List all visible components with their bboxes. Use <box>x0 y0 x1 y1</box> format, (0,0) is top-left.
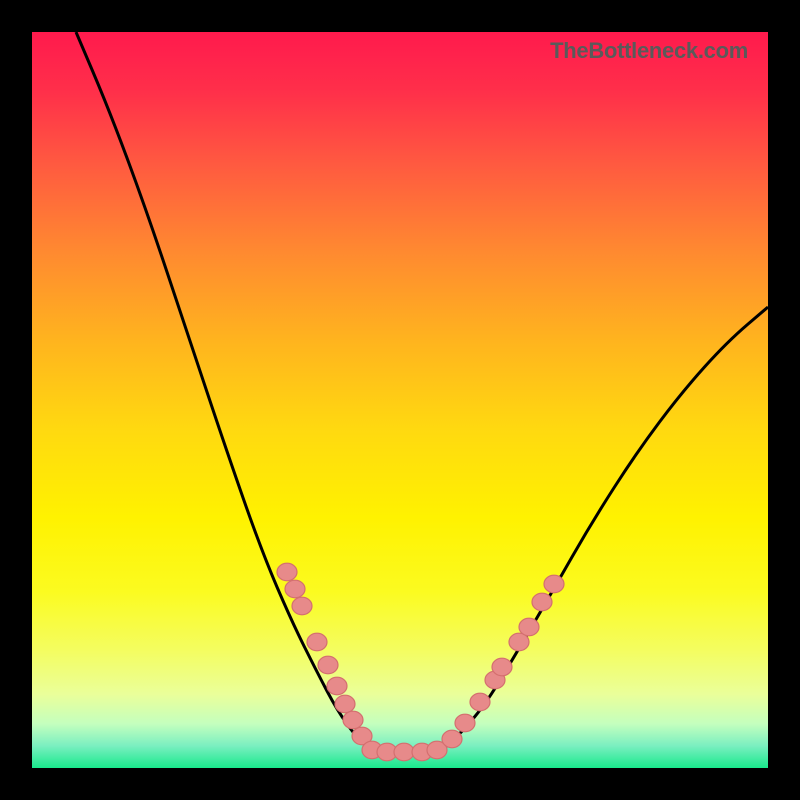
plot-area: TheBottleneck.com <box>32 32 768 768</box>
curve-marker <box>343 711 363 729</box>
watermark-text: TheBottleneck.com <box>550 38 748 64</box>
curve-marker <box>292 597 312 615</box>
curve-marker <box>277 563 297 581</box>
curve-marker <box>307 633 327 651</box>
curve-marker <box>532 593 552 611</box>
curve-marker <box>492 658 512 676</box>
curve-marker <box>470 693 490 711</box>
curve-marker <box>394 743 414 761</box>
chart-frame: TheBottleneck.com <box>0 0 800 800</box>
background-gradient <box>32 32 768 768</box>
chart-svg <box>32 32 768 768</box>
curve-marker <box>442 730 462 748</box>
curve-marker <box>544 575 564 593</box>
curve-marker <box>327 677 347 695</box>
curve-marker <box>318 656 338 674</box>
curve-marker <box>335 695 355 713</box>
curve-marker <box>285 580 305 598</box>
curve-marker <box>455 714 475 732</box>
curve-marker <box>519 618 539 636</box>
